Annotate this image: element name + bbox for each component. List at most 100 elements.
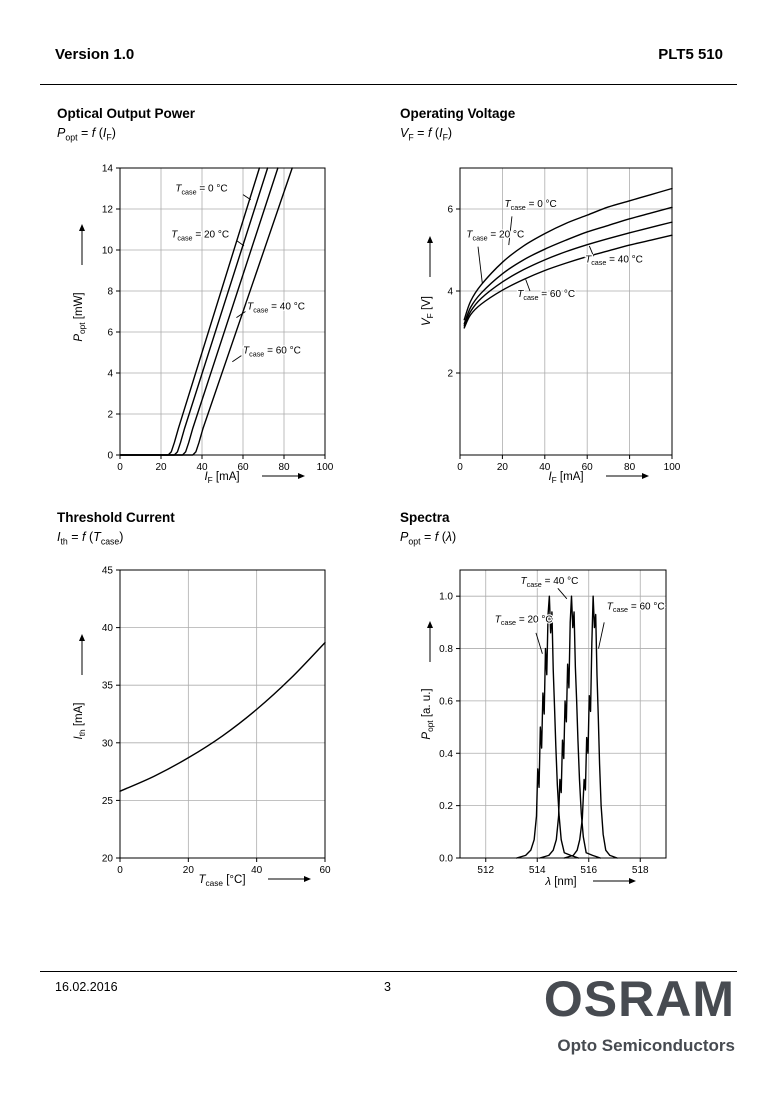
- series-curve: [463, 234, 673, 329]
- section-title-spectra: Spectra: [400, 510, 450, 525]
- plot-border: [459, 167, 673, 456]
- x-tick-label: 60: [582, 462, 594, 473]
- y-tick-label: 6: [447, 205, 453, 216]
- header-rule: [40, 84, 737, 85]
- x-tick-label: 100: [317, 462, 334, 473]
- y-tick-label: 12: [102, 205, 114, 216]
- annotation-leader: [242, 194, 252, 201]
- x-tick-label: 20: [155, 462, 167, 473]
- section-formula-optical-output-power: Popt = f (IF): [57, 126, 116, 143]
- x-tick-label: 512: [477, 865, 494, 876]
- annotation-leader: [588, 245, 594, 257]
- x-axis-arrow-head-icon: [298, 473, 305, 479]
- y-axis-label: Popt [mW]: [73, 292, 87, 341]
- annotation-leader: [535, 632, 543, 654]
- series-curve: [515, 595, 580, 859]
- curve-annotation: Tcase = 60 °C: [517, 289, 575, 302]
- annotation-leader: [236, 311, 246, 319]
- y-tick-label: 2: [447, 369, 453, 380]
- y-axis-label-group: Ith [mA]: [73, 634, 87, 739]
- axis-ticks: 0 20 40 60 80 100 0 2 4 6 8 10 12 14: [102, 164, 334, 474]
- x-tick-label: 40: [196, 462, 208, 473]
- x-tick-label: 40: [539, 462, 551, 473]
- x-tick-label: 0: [457, 462, 463, 473]
- x-tick-label: 518: [632, 865, 649, 876]
- y-tick-label: 30: [102, 738, 114, 749]
- x-tick-label: 516: [580, 865, 597, 876]
- series-curve: [539, 595, 602, 859]
- x-tick-label: 80: [278, 462, 290, 473]
- y-tick-label: 25: [102, 796, 114, 807]
- section-formula-operating-voltage: VF = f (IF): [400, 126, 453, 143]
- version-label: Version 1.0: [55, 46, 135, 63]
- y-tick-label: 0.6: [439, 696, 453, 707]
- y-tick-label: 0.8: [439, 644, 453, 655]
- chart-spectra: 512 514 516 518 0.0 0.2 0.4 0.6 0.8 1.0 Tcase = 40…: [421, 569, 667, 888]
- curve-annotation: Tcase = 40 °C: [521, 576, 579, 589]
- y-axis-label-group: Popt [a. u.]: [421, 621, 435, 740]
- y-tick-label: 4: [447, 287, 453, 298]
- curve-annotation: Tcase = 20 °C: [495, 614, 553, 627]
- curve-annotation: Tcase = 40 °C: [247, 301, 305, 314]
- y-tick-label: 1.0: [439, 592, 453, 603]
- section-title-optical-output-power: Optical Output Power: [57, 106, 196, 121]
- section-title-operating-voltage: Operating Voltage: [400, 106, 516, 121]
- chart-operating-voltage: 0 20 40 60 80 100 2 4 6 Tcase = 0 °C Tcase = 20 °C…: [421, 167, 681, 485]
- y-axis-arrow-head-icon: [79, 224, 85, 231]
- gridlines: [120, 570, 325, 858]
- annotation-leader: [232, 355, 242, 363]
- page-number: 3: [384, 980, 391, 994]
- series-curve: [563, 595, 618, 859]
- y-axis-label-group: Popt [mW]: [73, 224, 87, 342]
- curve-annotation: Tcase = 20 °C: [466, 230, 524, 243]
- x-axis-label: λ [nm]: [544, 876, 576, 888]
- section-formula-threshold-current: Ith = f (Tcase): [57, 530, 124, 547]
- y-axis-label: VF [V]: [421, 296, 435, 326]
- annotation-leader: [508, 216, 513, 246]
- y-tick-label: 0: [107, 451, 113, 462]
- series-curve: [119, 167, 293, 456]
- plot-border: [119, 569, 326, 859]
- annotation-leader: [236, 240, 245, 247]
- annotation-leader: [525, 279, 531, 292]
- section-formula-spectra: Popt = f (λ): [400, 530, 457, 547]
- y-axis-arrow-head-icon: [427, 621, 433, 628]
- x-axis-label: Tcase [°C]: [198, 874, 245, 888]
- y-axis-label: Ith [mA]: [73, 703, 87, 740]
- footer-rule: [40, 971, 737, 972]
- y-axis-arrow-head-icon: [79, 634, 85, 641]
- y-axis-label: Popt [a. u.]: [421, 688, 435, 739]
- curve-annotation: Tcase = 40 °C: [585, 254, 643, 267]
- y-tick-label: 6: [107, 328, 113, 339]
- x-tick-label: 20: [497, 462, 509, 473]
- x-axis-arrow-head-icon: [629, 878, 636, 884]
- x-tick-label: 40: [251, 865, 263, 876]
- x-tick-label: 514: [529, 865, 546, 876]
- x-axis-arrow-head-icon: [304, 876, 311, 882]
- curve-annotation: Tcase = 0 °C: [505, 199, 557, 212]
- x-tick-label: 0: [117, 462, 123, 473]
- y-tick-label: 45: [102, 566, 114, 577]
- y-tick-label: 0.0: [439, 854, 453, 865]
- y-tick-label: 40: [102, 623, 114, 634]
- x-axis-label: IF [mA]: [548, 471, 583, 485]
- annotation-leader: [477, 246, 483, 283]
- curve-annotation: Tcase = 0 °C: [175, 184, 227, 197]
- osram-logo: OSRAM: [543, 971, 735, 1027]
- axis-ticks: 512 514 516 518 0.0 0.2 0.4 0.6 0.8 1.0: [439, 592, 649, 876]
- x-tick-label: 60: [319, 865, 331, 876]
- gridlines: [460, 168, 672, 455]
- annotation-leader: [557, 588, 568, 600]
- gridlines: [460, 570, 666, 858]
- series-curve: [463, 187, 673, 321]
- x-tick-label: 100: [664, 462, 681, 473]
- curve-annotation: Tcase = 60 °C: [243, 346, 301, 359]
- y-tick-label: 35: [102, 681, 114, 692]
- series-curve: [119, 641, 326, 792]
- curve-annotation: Tcase = 60 °C: [607, 601, 665, 614]
- y-tick-label: 20: [102, 854, 114, 865]
- y-axis-arrow-head-icon: [427, 236, 433, 243]
